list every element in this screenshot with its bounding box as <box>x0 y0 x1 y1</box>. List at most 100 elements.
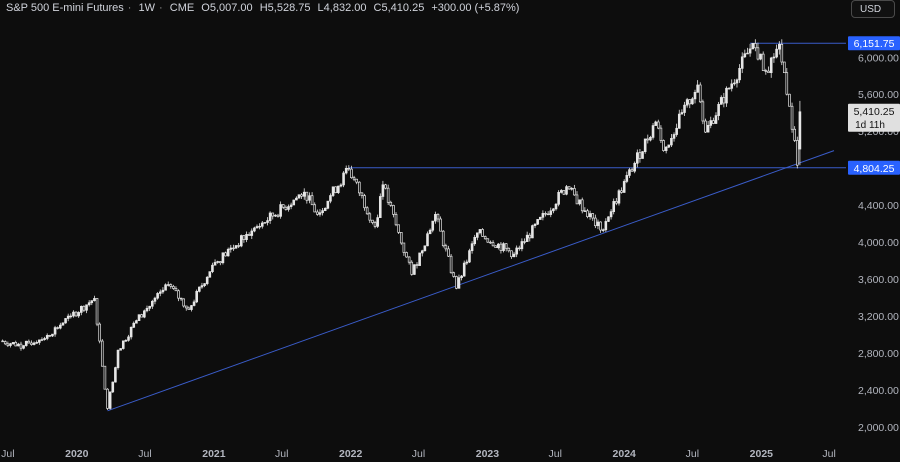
candle-body <box>331 186 335 196</box>
candle <box>3 340 7 346</box>
candle-body <box>258 225 261 228</box>
candle <box>221 252 225 265</box>
candle-body <box>284 206 288 210</box>
candle <box>552 208 555 214</box>
candle <box>305 191 309 204</box>
candle-body <box>670 137 673 146</box>
candle-body <box>586 210 589 218</box>
candle <box>17 342 20 347</box>
candle-body <box>151 300 154 307</box>
candle <box>449 254 453 274</box>
candle <box>203 283 206 288</box>
candle-body <box>565 186 568 195</box>
candle-body <box>347 167 351 170</box>
candle-body <box>326 200 330 209</box>
candle <box>329 193 332 204</box>
candle <box>775 44 778 59</box>
candle-body <box>701 101 705 122</box>
candle-body <box>575 194 579 205</box>
candle <box>719 95 723 105</box>
support-price-label: 4,804.25 <box>854 163 895 175</box>
candle <box>436 213 440 223</box>
candle-body <box>137 314 141 321</box>
candle-body <box>329 195 332 202</box>
candle <box>116 349 120 370</box>
candle <box>754 39 757 52</box>
candle-body <box>778 43 781 50</box>
candle-body <box>423 245 427 252</box>
candle-body <box>98 323 101 342</box>
candle <box>607 216 610 222</box>
candle-body <box>205 276 209 284</box>
last-price-label: 5,410.25 <box>854 106 895 118</box>
candle-body <box>11 342 15 345</box>
interval[interactable]: 1W <box>138 2 156 14</box>
candle-body <box>764 70 768 72</box>
candle <box>289 202 293 210</box>
candle <box>384 183 387 190</box>
candle <box>127 334 130 342</box>
y-tick-label: 4,000.00 <box>858 237 899 249</box>
candle <box>418 252 421 266</box>
candle-body <box>434 214 437 222</box>
candle-body <box>769 57 773 74</box>
candle-body <box>410 261 414 275</box>
candle <box>339 183 343 188</box>
candle-body <box>371 219 374 223</box>
candle-body <box>617 190 621 204</box>
candle <box>200 282 204 289</box>
candle-body <box>431 220 435 231</box>
candle-body <box>192 301 196 306</box>
candle-body <box>790 105 794 130</box>
symbol-name[interactable]: S&P 500 E-mini Futures <box>6 2 124 14</box>
candle-body <box>573 188 576 196</box>
candle-body <box>594 217 597 227</box>
candle-body <box>552 208 555 212</box>
candle <box>735 78 739 88</box>
candle <box>761 51 765 71</box>
candle <box>195 289 199 304</box>
candle-body <box>622 181 626 193</box>
x-tick-label: Jul <box>138 448 151 460</box>
candle-body <box>274 214 277 217</box>
candle-body <box>559 190 563 193</box>
candle <box>759 53 762 61</box>
candle-body <box>276 214 280 217</box>
candle-body <box>748 48 752 54</box>
candle-body <box>184 305 188 309</box>
candle-body <box>486 238 490 243</box>
bar-countdown: 1d 11h <box>855 120 885 131</box>
candle <box>219 261 222 266</box>
candle <box>769 56 773 78</box>
candle <box>654 120 657 126</box>
candle <box>182 298 185 308</box>
candle-body <box>229 247 233 250</box>
candle-body <box>30 342 33 345</box>
candle <box>253 226 256 233</box>
candle <box>1 339 4 343</box>
candle <box>441 230 445 248</box>
currency-button[interactable]: USD <box>851 0 895 18</box>
candle <box>541 210 545 221</box>
candle <box>793 126 796 143</box>
candle <box>439 216 442 232</box>
candle-body <box>725 87 728 104</box>
candle <box>53 325 57 337</box>
candle-body <box>599 221 602 231</box>
candle-body <box>85 304 88 311</box>
candle-body <box>691 98 694 105</box>
candle-body <box>339 184 343 187</box>
x-tick-label: Jul <box>549 448 562 460</box>
candle-body <box>727 87 731 90</box>
candle <box>531 224 534 239</box>
candle <box>696 80 699 93</box>
candle-body <box>677 113 681 129</box>
candle <box>318 209 322 217</box>
y-tick-label: 2,800.00 <box>858 348 899 360</box>
candle-body <box>100 340 104 367</box>
candle-body <box>562 190 566 195</box>
x-tick-label: 2024 <box>613 448 637 460</box>
x-tick-label: 2022 <box>339 448 363 460</box>
candle-body <box>368 213 372 221</box>
